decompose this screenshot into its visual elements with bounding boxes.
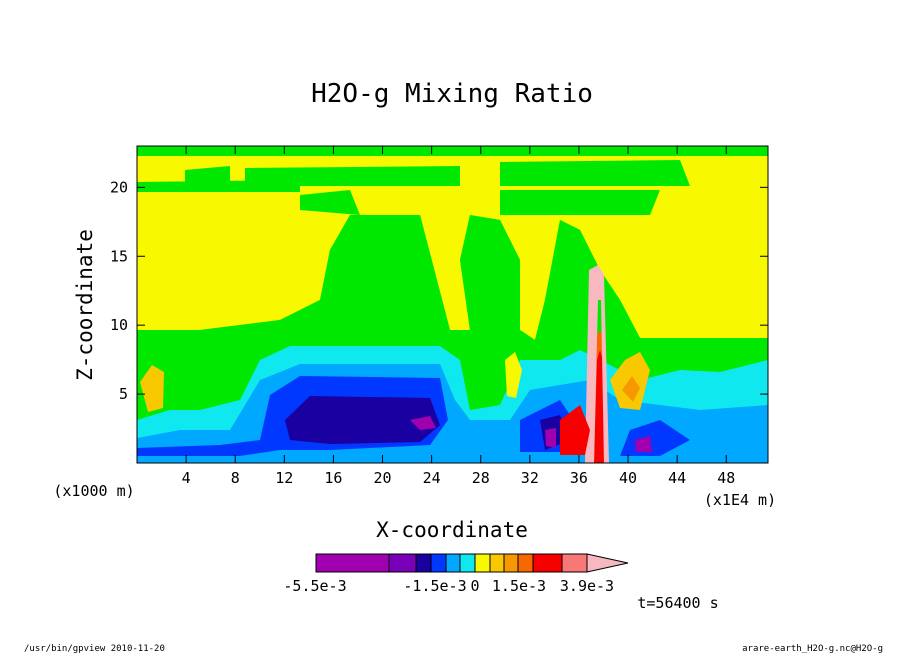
region-upper-blobs-green [300,190,660,215]
colorbar-tick-label: 1.5e-3 [492,577,546,595]
x-tick-label: 40 [619,469,637,487]
x-unit-left: (x1000 m) [53,482,134,500]
colorbar-bin [503,553,519,573]
colorbar-bin [561,553,588,573]
x-axis-label: X-coordinate [376,518,528,542]
colorbar-labels: -5.5e-3 -1.5e-3 0 1.5e-3 3.9e-3 [283,577,614,595]
x-tick-label: 4 [182,469,191,487]
region-left-yellow [140,365,164,412]
x-unit-right: (x1E4 m) [704,491,776,509]
x-tick-label: 36 [570,469,588,487]
x-tick-label: 12 [275,469,293,487]
region-column-red [594,350,604,463]
x-tick-label: 48 [717,469,735,487]
colorbar-bin [415,553,432,573]
colorbar-tick-label: 3.9e-3 [560,577,614,595]
region-right-darkorange [622,376,640,402]
region-top-green [137,146,768,156]
x-tick-label: 32 [521,469,539,487]
y-tick-label: 15 [110,247,128,265]
colorbar-tick-label: -5.5e-3 [283,577,346,595]
time-label: t=56400 s [637,594,718,612]
x-axis: 4 8 12 16 20 24 28 32 36 40 44 48 [182,146,735,487]
region-upper-band-green [137,160,690,192]
region-column-pink [585,265,609,463]
chart-title: H2O-g Mixing Ratio [311,79,593,109]
colorbar-bin [489,553,505,573]
footer-left: /usr/bin/gpview 2010-11-20 [24,644,165,654]
x-tick-label: 8 [231,469,240,487]
colorbar-bin [430,553,447,573]
y-tick-label: 5 [119,385,128,403]
footer-right: arare-earth_H2O-g.nc@H2O-g [742,644,883,654]
x-tick-label: 24 [423,469,441,487]
colorbar-extend-arrow [586,553,629,573]
x-tick-label: 20 [373,469,391,487]
colorbar [315,553,629,573]
contour-field [137,146,768,463]
x-tick-label: 44 [668,469,686,487]
colorbar-bin [388,553,417,573]
plot-frame [136,145,769,464]
colorbar-bin [517,553,534,573]
y-axis-label: Z-coordinate [73,229,97,381]
colorbar-bin [445,553,461,573]
colorbar-bin [474,553,491,573]
y-axis: 5 10 15 20 [110,178,768,403]
x-tick-label: 16 [324,469,342,487]
region-mid-yellow [505,352,522,398]
colorbar-tick-label: -1.5e-3 [403,577,466,595]
colorbar-tick-label: 0 [470,577,479,595]
region-red-left [560,405,590,455]
y-tick-label: 10 [110,316,128,334]
x-tick-label: 28 [472,469,490,487]
colorbar-bin [532,553,563,573]
y-tick-label: 20 [110,178,128,196]
colorbar-bin [315,553,390,573]
colorbar-bin [459,553,476,573]
